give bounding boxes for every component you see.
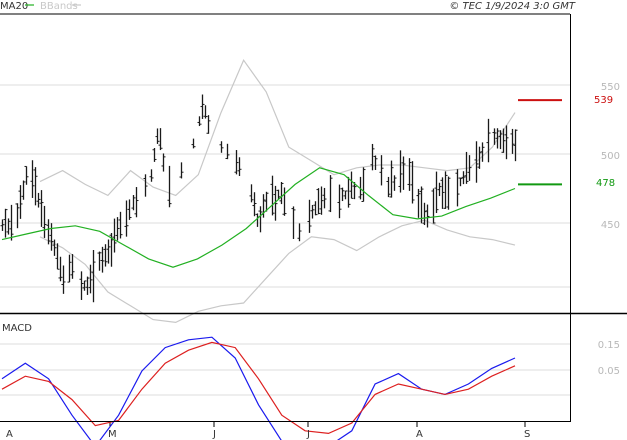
price-bars-layer [0, 94, 518, 303]
macd-tick-label: 0.05 [598, 366, 620, 377]
month-label: S [524, 429, 530, 440]
month-label: A [416, 429, 423, 440]
month-label: J [306, 429, 310, 440]
macd-layer [1, 336, 516, 440]
month-label: A [6, 429, 13, 440]
price-tick-label: 550 [601, 82, 620, 93]
price-tick-label: 500 [601, 151, 620, 162]
ma20-line [1, 167, 516, 268]
macd-line [1, 336, 516, 440]
copyright-text: © TEC 1/9/2024 3:0 GMT [449, 1, 576, 12]
bbands-upper-line [39, 58, 516, 197]
grid-lines [0, 84, 570, 427]
macd-tick-label: 0.15 [598, 340, 620, 351]
price-levels-layer [518, 99, 562, 186]
bbands-layer [39, 58, 516, 324]
legend-bbands-label: BBands [40, 1, 78, 12]
price-tick-label: 450 [601, 220, 620, 231]
support-value-label: 478 [596, 178, 615, 189]
month-label: M [108, 429, 117, 440]
legend-ma20-label: MA20 [0, 1, 28, 12]
bbands-lower-line [39, 219, 516, 324]
macd-signal-line [1, 341, 516, 435]
month-label: J [212, 429, 216, 440]
chart-frame [0, 13, 627, 422]
macd-title: MACD [2, 323, 32, 334]
resistance-value-label: 539 [594, 95, 613, 106]
ma20-layer [1, 167, 516, 268]
